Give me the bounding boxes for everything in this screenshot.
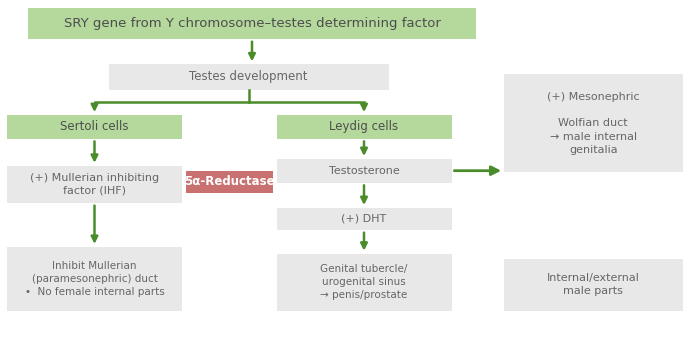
Text: Testes development: Testes development — [189, 70, 308, 83]
FancyBboxPatch shape — [7, 247, 182, 311]
Text: (+) Mesonephric

Wolfian duct
→ male internal
genitalia: (+) Mesonephric Wolfian duct → male inte… — [547, 92, 640, 155]
Text: Leydig cells: Leydig cells — [330, 120, 398, 133]
FancyBboxPatch shape — [28, 8, 476, 39]
Text: (+) Mullerian inhibiting
factor (IHF): (+) Mullerian inhibiting factor (IHF) — [30, 173, 159, 196]
FancyBboxPatch shape — [276, 254, 452, 311]
FancyBboxPatch shape — [7, 166, 182, 203]
FancyBboxPatch shape — [276, 115, 452, 139]
FancyBboxPatch shape — [108, 64, 388, 90]
FancyBboxPatch shape — [504, 74, 682, 172]
FancyBboxPatch shape — [276, 159, 452, 183]
Text: (+) DHT: (+) DHT — [342, 214, 386, 224]
FancyBboxPatch shape — [504, 259, 682, 311]
Text: Inhibit Mullerian
(paramesonephric) duct
•  No female internal parts: Inhibit Mullerian (paramesonephric) duct… — [25, 261, 164, 297]
Text: SRY gene from Y chromosome–testes determining factor: SRY gene from Y chromosome–testes determ… — [64, 17, 440, 30]
FancyBboxPatch shape — [186, 171, 273, 193]
Text: Testosterone: Testosterone — [328, 166, 400, 176]
Text: Internal/external
male parts: Internal/external male parts — [547, 273, 640, 296]
FancyBboxPatch shape — [7, 115, 182, 139]
Text: 5α-Reductase: 5α-Reductase — [184, 175, 274, 188]
Text: Sertoli cells: Sertoli cells — [60, 120, 129, 133]
Text: Genital tubercle/
urogenital sinus
→ penis/prostate: Genital tubercle/ urogenital sinus → pen… — [321, 264, 407, 300]
FancyBboxPatch shape — [276, 208, 452, 230]
